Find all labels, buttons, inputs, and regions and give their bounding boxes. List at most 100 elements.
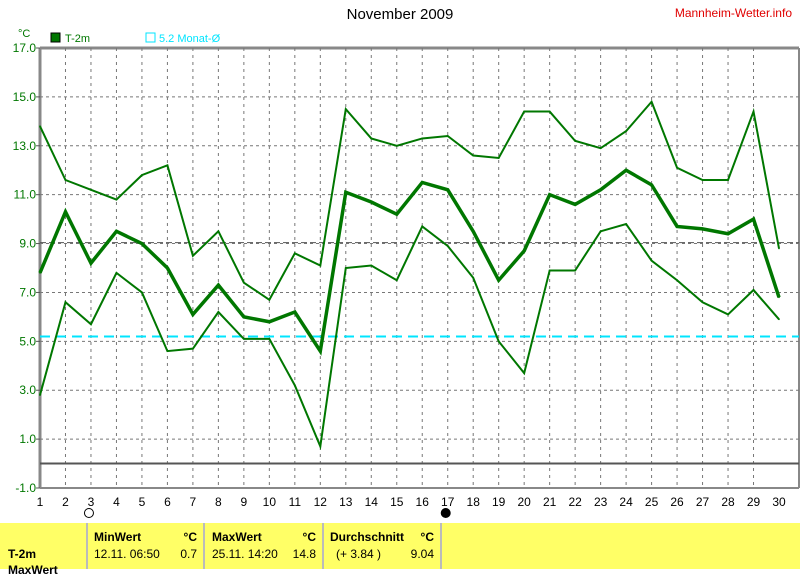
legend-swatch-monthly-avg	[145, 32, 156, 43]
data-point-max	[497, 157, 500, 159]
avg-diff: (+ 3.84 )	[336, 547, 382, 561]
data-point-max	[599, 147, 602, 150]
x-tick-label: 3	[88, 495, 95, 509]
x-tick-label: 12	[314, 495, 328, 509]
x-tick-label: 21	[543, 495, 557, 509]
data-point-mean	[523, 250, 525, 252]
data-point-min	[344, 267, 347, 269]
max-label: MaxWert	[212, 530, 262, 544]
data-point-max	[268, 298, 271, 301]
data-point-mean	[497, 279, 500, 282]
x-tick-label: 5	[139, 495, 146, 509]
data-point-max	[650, 100, 653, 103]
data-point-mean	[370, 201, 373, 203]
y-tick-label: 13.0	[13, 139, 37, 153]
data-point-min	[574, 269, 576, 272]
data-point-mean	[472, 230, 475, 233]
data-point-max	[676, 166, 678, 169]
data-point-max	[39, 125, 41, 128]
min-unit: °C	[183, 530, 197, 544]
series-line-min	[39, 222, 780, 451]
x-tick-label: 30	[772, 495, 786, 509]
data-point-max	[446, 135, 449, 137]
data-point-max	[472, 154, 475, 157]
data-point-mean	[446, 188, 449, 191]
x-tick-label: 11	[289, 495, 302, 509]
data-point-min	[472, 276, 475, 279]
x-tick-label: 19	[492, 495, 506, 509]
x-tick-label: 15	[390, 495, 404, 509]
data-point-min	[676, 279, 678, 282]
x-tick-label: 24	[619, 495, 633, 509]
y-tick-label: 1.0	[19, 432, 36, 446]
data-point-mean	[395, 213, 398, 216]
data-point-mean	[294, 311, 296, 313]
stats-footer: T-2m MaxWert MinWert °C 12.11. 06:50 0.7…	[0, 523, 800, 577]
avg-value: 9.04	[410, 547, 434, 561]
y-tick-label: 17.0	[13, 41, 37, 55]
x-tick-label: 23	[594, 495, 608, 509]
data-point-max	[421, 137, 424, 140]
x-tick-label: 18	[467, 495, 481, 509]
brand-link[interactable]: Mannheim-Wetter.info	[674, 6, 792, 20]
data-point-max	[701, 179, 704, 181]
data-point-min	[90, 323, 92, 326]
new-moon-icon	[440, 508, 451, 518]
data-point-min	[370, 264, 373, 267]
data-point-max	[141, 174, 143, 176]
data-point-mean	[676, 225, 678, 228]
data-point-min	[497, 340, 500, 343]
data-point-max	[778, 247, 780, 250]
data-point-mean	[217, 284, 220, 286]
data-point-min	[166, 350, 169, 352]
y-tick-label: 9.0	[19, 237, 36, 251]
data-point-mean	[319, 350, 322, 352]
data-point-mean	[268, 320, 271, 323]
data-point-max	[370, 137, 373, 140]
data-point-min	[39, 394, 41, 396]
data-point-max	[727, 179, 729, 181]
series-line-mean	[38, 168, 781, 356]
data-point-min	[217, 311, 220, 313]
data-point-max	[395, 144, 398, 147]
data-point-min	[141, 291, 143, 294]
data-point-mean	[90, 262, 92, 264]
avg-unit: °C	[420, 530, 434, 544]
data-point-max	[523, 110, 525, 113]
data-point-mean	[701, 228, 704, 230]
avg-label: Durchschnitt	[330, 530, 405, 544]
x-tick-label: 7	[190, 495, 197, 509]
data-point-min	[192, 347, 194, 350]
y-tick-label: 5.0	[19, 334, 36, 348]
x-tick-label: 6	[164, 495, 171, 509]
x-tick-label: 22	[568, 495, 582, 509]
data-point-min	[778, 318, 780, 321]
data-point-min	[650, 259, 653, 262]
data-point-mean	[166, 267, 169, 269]
data-point-mean	[344, 191, 347, 194]
max-unit: °C	[302, 530, 316, 544]
data-point-min	[752, 289, 755, 291]
x-tick-label: 9	[241, 495, 248, 509]
data-point-min	[421, 225, 424, 228]
data-point-min	[243, 338, 245, 340]
x-tick-label: 27	[696, 495, 710, 509]
data-point-mean	[574, 203, 576, 206]
data-point-max	[319, 264, 322, 267]
data-point-min	[319, 445, 322, 448]
data-point-max	[625, 130, 627, 132]
x-tick-label: 1	[37, 495, 44, 509]
row2-label: MaxWert	[8, 563, 58, 577]
data-point-max	[166, 164, 169, 167]
data-point-mean	[548, 193, 551, 196]
data-point-min	[268, 338, 271, 340]
data-point-max	[752, 110, 755, 113]
data-point-min	[523, 372, 525, 374]
data-point-max	[217, 230, 220, 233]
data-point-mean	[421, 181, 424, 184]
data-point-min	[599, 230, 602, 233]
data-point-max	[294, 252, 296, 255]
data-point-max	[192, 254, 194, 257]
x-tick-label: 16	[416, 495, 430, 509]
x-tick-label: 13	[339, 495, 353, 509]
